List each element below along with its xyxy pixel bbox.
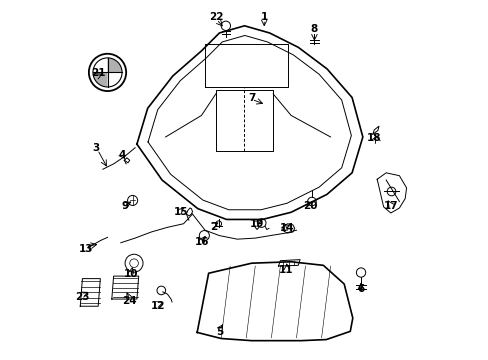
Text: 9: 9 [122, 201, 129, 211]
Text: 21: 21 [91, 68, 105, 78]
Text: 17: 17 [383, 201, 397, 211]
Wedge shape [93, 72, 107, 87]
Text: 14: 14 [279, 224, 293, 233]
Text: 12: 12 [150, 301, 164, 311]
Text: 5: 5 [215, 327, 223, 337]
Text: 1: 1 [260, 12, 267, 22]
Text: 2: 2 [210, 222, 217, 231]
Circle shape [221, 21, 230, 31]
Text: 4: 4 [119, 150, 126, 160]
Text: 23: 23 [75, 292, 89, 302]
Text: 19: 19 [249, 219, 264, 229]
Text: 11: 11 [278, 265, 292, 275]
Text: 6: 6 [357, 284, 364, 294]
Text: 24: 24 [122, 296, 136, 306]
Text: 10: 10 [123, 269, 138, 279]
Text: 22: 22 [209, 12, 224, 22]
Circle shape [215, 221, 221, 226]
Wedge shape [107, 58, 122, 72]
Circle shape [356, 268, 365, 277]
Text: 8: 8 [310, 24, 317, 35]
Text: 3: 3 [92, 143, 99, 153]
Text: 20: 20 [303, 201, 317, 211]
Text: 15: 15 [173, 207, 187, 217]
Text: 16: 16 [195, 237, 209, 247]
Text: 7: 7 [247, 93, 255, 103]
Text: 13: 13 [79, 244, 93, 254]
Text: 18: 18 [366, 133, 381, 143]
